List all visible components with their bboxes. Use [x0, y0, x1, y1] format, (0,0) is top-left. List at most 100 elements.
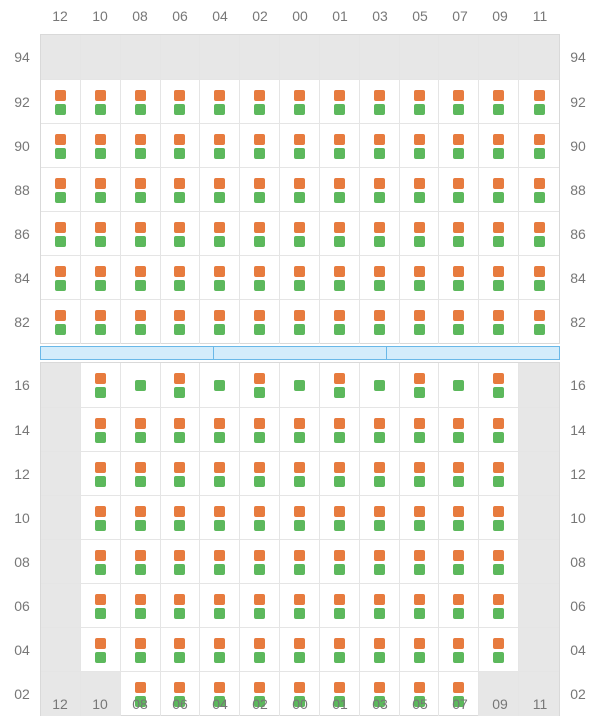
seat-cell[interactable]	[161, 628, 201, 672]
seat-cell[interactable]	[161, 168, 201, 212]
seat-cell[interactable]	[81, 496, 121, 540]
seat-cell[interactable]	[41, 168, 81, 212]
seat-cell[interactable]	[400, 496, 440, 540]
seat-cell[interactable]	[200, 168, 240, 212]
seat-cell[interactable]	[161, 363, 201, 407]
seat-cell[interactable]	[121, 256, 161, 300]
seat-cell[interactable]	[280, 363, 320, 407]
seat-cell[interactable]	[280, 124, 320, 168]
seat-cell[interactable]	[519, 168, 559, 212]
seat-cell[interactable]	[280, 256, 320, 300]
seat-cell[interactable]	[519, 80, 559, 124]
seat-cell[interactable]	[161, 256, 201, 300]
seat-cell[interactable]	[479, 496, 519, 540]
seat-cell[interactable]	[400, 124, 440, 168]
seat-cell[interactable]	[121, 168, 161, 212]
seat-cell[interactable]	[240, 80, 280, 124]
seat-cell[interactable]	[280, 496, 320, 540]
seat-cell[interactable]	[161, 80, 201, 124]
seat-cell[interactable]	[121, 584, 161, 628]
seat-cell[interactable]	[439, 212, 479, 256]
seat-cell[interactable]	[200, 300, 240, 344]
seat-cell[interactable]	[400, 168, 440, 212]
seat-cell[interactable]	[439, 584, 479, 628]
seat-cell[interactable]	[200, 540, 240, 584]
seat-cell[interactable]	[360, 496, 400, 540]
seat-cell[interactable]	[320, 452, 360, 496]
seat-cell[interactable]	[320, 628, 360, 672]
seat-cell[interactable]	[81, 540, 121, 584]
seat-cell[interactable]	[439, 408, 479, 452]
seat-cell[interactable]	[479, 540, 519, 584]
seat-cell[interactable]	[320, 363, 360, 407]
seat-cell[interactable]	[320, 256, 360, 300]
seat-cell[interactable]	[479, 124, 519, 168]
seat-cell[interactable]	[161, 300, 201, 344]
seat-cell[interactable]	[161, 540, 201, 584]
seat-cell[interactable]	[320, 300, 360, 344]
seat-cell[interactable]	[400, 256, 440, 300]
seat-cell[interactable]	[479, 212, 519, 256]
seat-cell[interactable]	[81, 168, 121, 212]
seat-cell[interactable]	[121, 300, 161, 344]
seat-cell[interactable]	[439, 628, 479, 672]
seat-cell[interactable]	[280, 408, 320, 452]
seat-cell[interactable]	[479, 256, 519, 300]
seat-cell[interactable]	[200, 496, 240, 540]
seat-cell[interactable]	[240, 452, 280, 496]
seat-cell[interactable]	[439, 452, 479, 496]
seat-cell[interactable]	[41, 212, 81, 256]
seat-cell[interactable]	[519, 212, 559, 256]
seat-cell[interactable]	[81, 256, 121, 300]
seat-cell[interactable]	[240, 363, 280, 407]
seat-cell[interactable]	[240, 168, 280, 212]
seat-cell[interactable]	[280, 212, 320, 256]
seat-cell[interactable]	[240, 540, 280, 584]
seat-cell[interactable]	[400, 212, 440, 256]
seat-cell[interactable]	[439, 168, 479, 212]
seat-cell[interactable]	[360, 363, 400, 407]
seat-cell[interactable]	[161, 408, 201, 452]
seat-cell[interactable]	[121, 496, 161, 540]
seat-cell[interactable]	[240, 212, 280, 256]
seat-cell[interactable]	[479, 584, 519, 628]
seat-cell[interactable]	[519, 256, 559, 300]
seat-cell[interactable]	[121, 212, 161, 256]
seat-cell[interactable]	[81, 584, 121, 628]
seat-cell[interactable]	[439, 540, 479, 584]
seat-cell[interactable]	[81, 452, 121, 496]
seat-cell[interactable]	[360, 300, 400, 344]
seat-cell[interactable]	[400, 300, 440, 344]
seat-cell[interactable]	[320, 408, 360, 452]
seat-cell[interactable]	[280, 300, 320, 344]
seat-cell[interactable]	[240, 584, 280, 628]
seat-cell[interactable]	[280, 540, 320, 584]
seat-cell[interactable]	[81, 124, 121, 168]
seat-cell[interactable]	[161, 584, 201, 628]
seat-cell[interactable]	[161, 452, 201, 496]
seat-cell[interactable]	[200, 256, 240, 300]
seat-cell[interactable]	[121, 80, 161, 124]
seat-cell[interactable]	[280, 452, 320, 496]
seat-cell[interactable]	[479, 168, 519, 212]
seat-cell[interactable]	[320, 124, 360, 168]
seat-cell[interactable]	[200, 363, 240, 407]
seat-cell[interactable]	[280, 80, 320, 124]
seat-cell[interactable]	[81, 408, 121, 452]
seat-cell[interactable]	[479, 80, 519, 124]
seat-cell[interactable]	[360, 540, 400, 584]
seat-cell[interactable]	[400, 408, 440, 452]
seat-cell[interactable]	[360, 584, 400, 628]
seat-cell[interactable]	[200, 80, 240, 124]
seat-cell[interactable]	[200, 408, 240, 452]
seat-cell[interactable]	[280, 168, 320, 212]
seat-cell[interactable]	[360, 80, 400, 124]
seat-cell[interactable]	[41, 124, 81, 168]
seat-cell[interactable]	[519, 124, 559, 168]
seat-cell[interactable]	[240, 496, 280, 540]
seat-cell[interactable]	[360, 452, 400, 496]
seat-cell[interactable]	[320, 584, 360, 628]
seat-cell[interactable]	[479, 408, 519, 452]
seat-cell[interactable]	[320, 212, 360, 256]
seat-cell[interactable]	[320, 540, 360, 584]
